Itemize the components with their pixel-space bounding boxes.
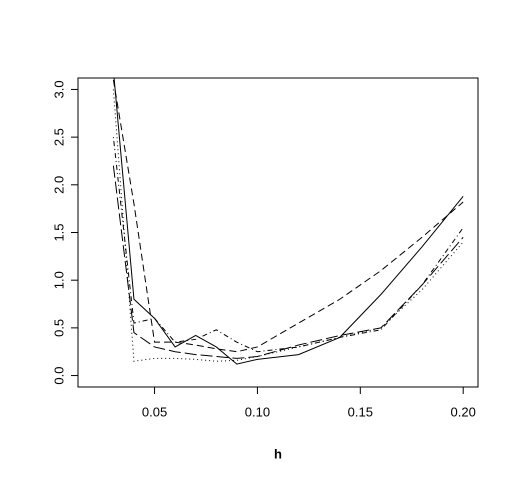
- data-line: [112, 79, 464, 353]
- x-axis-label: h: [274, 446, 282, 461]
- x-tick-label: 0.10: [245, 404, 270, 419]
- y-tick-label: 2.5: [51, 128, 66, 146]
- y-tick-label: 0.0: [51, 367, 66, 385]
- y-tick-label: 3.0: [51, 80, 66, 98]
- y-tick-label: 1.0: [51, 271, 66, 289]
- data-line: [112, 137, 464, 353]
- x-tick-label: 0.05: [142, 404, 167, 419]
- data-line: [113, 78, 464, 365]
- y-tick-label: 0.5: [51, 319, 66, 337]
- plot-area: [112, 78, 464, 365]
- y-tick-label: 2.0: [51, 176, 66, 194]
- data-line: [112, 89, 464, 362]
- x-tick-label: 0.20: [451, 404, 476, 419]
- y-tick-label: 1.5: [51, 223, 66, 241]
- x-tick-label: 0.15: [348, 404, 373, 419]
- data-line: [112, 165, 464, 359]
